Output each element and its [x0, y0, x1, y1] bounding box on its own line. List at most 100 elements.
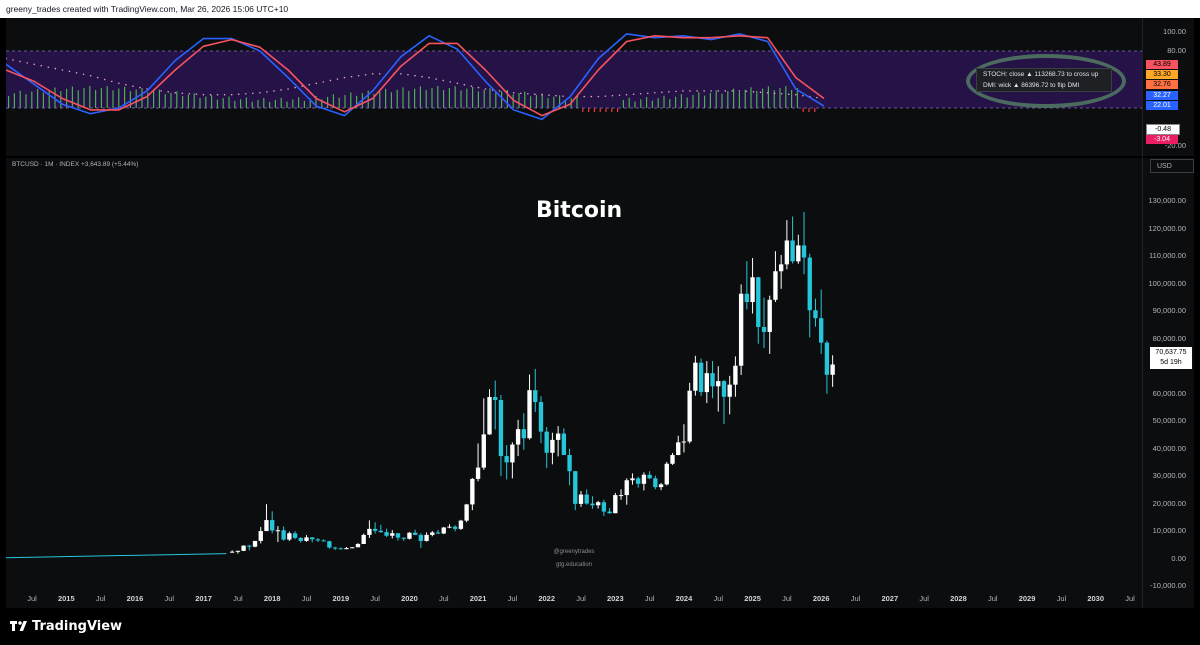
- candle-body: [435, 532, 441, 534]
- histogram-bar: [524, 91, 526, 108]
- histogram-bar: [118, 88, 120, 108]
- histogram-bar: [466, 88, 468, 108]
- candle-body: [704, 373, 709, 393]
- candle-body: [367, 528, 372, 535]
- signal-dot: [40, 64, 43, 67]
- tradingview-brand[interactable]: TradingView: [32, 619, 123, 634]
- histogram-bar: [477, 91, 479, 108]
- histogram-bar: [390, 92, 392, 108]
- time-tick-label: Jul: [95, 594, 106, 603]
- histogram-bar: [240, 99, 242, 108]
- price-tick-label: 10,000.00: [1152, 526, 1186, 536]
- histogram-bar: [588, 108, 590, 112]
- signal-dot: [470, 85, 473, 87]
- signal-dot: [61, 69, 64, 71]
- candle-body: [453, 526, 458, 529]
- price-tick-label: 110,000.00: [1149, 251, 1186, 261]
- signal-dot: [653, 92, 656, 94]
- candle-body: [676, 442, 681, 455]
- candle-body: [533, 390, 538, 402]
- histogram-bar: [95, 90, 97, 108]
- histogram-bar: [663, 95, 665, 108]
- histogram-bar: [257, 99, 259, 108]
- signal-dot: [646, 92, 649, 95]
- histogram-bar: [112, 90, 114, 108]
- signal-dot: [371, 73, 374, 75]
- histogram-bar: [692, 94, 694, 108]
- time-tick-label: 2017: [195, 594, 212, 603]
- histogram-bar: [8, 96, 10, 108]
- histogram-bar: [506, 89, 508, 108]
- histogram-bar: [744, 89, 746, 108]
- signal-dot: [188, 92, 191, 95]
- histogram-bar: [141, 88, 143, 108]
- candle-body: [824, 342, 830, 375]
- candle-body: [475, 467, 481, 479]
- signal-dot: [252, 92, 254, 95]
- candle-body: [327, 541, 332, 548]
- candle-body: [372, 528, 378, 531]
- signal-dot: [12, 59, 14, 61]
- symbol-legend[interactable]: BTCUSD · 1M · INDEX +3,643.89 (+5.44%): [12, 161, 139, 168]
- signal-dot: [132, 85, 134, 87]
- tradingview-logo-icon: [10, 621, 27, 631]
- histogram-bar: [738, 92, 740, 108]
- signal-dot: [759, 91, 762, 94]
- candle-body: [767, 299, 772, 332]
- candle-body: [275, 530, 281, 532]
- histogram-bar: [234, 100, 236, 108]
- histogram-bar: [71, 86, 73, 108]
- histogram-bar: [622, 99, 624, 108]
- signal-dot: [407, 73, 409, 76]
- candle-body: [721, 381, 727, 397]
- candle-body: [567, 454, 572, 472]
- signal-dot: [54, 67, 57, 70]
- histogram-bar: [356, 95, 358, 108]
- histogram-bar: [721, 93, 723, 108]
- currency-button[interactable]: USD: [1150, 159, 1194, 173]
- candle-body: [830, 364, 835, 375]
- signal-dot: [534, 93, 536, 96]
- last-price-value: 70,637.75: [1155, 349, 1187, 356]
- signal-dot: [780, 92, 783, 95]
- histogram-bar: [431, 88, 433, 108]
- bar-countdown: 5d 19h: [1160, 359, 1182, 366]
- signal-dot: [209, 93, 212, 96]
- signal-dot: [266, 91, 268, 93]
- candle-body: [235, 550, 241, 552]
- histogram-bar: [350, 92, 352, 108]
- candle-body: [412, 532, 418, 535]
- histogram-bar: [547, 98, 549, 108]
- signal-dot: [421, 75, 423, 78]
- signal-dot: [541, 93, 543, 96]
- histogram-bar: [593, 108, 595, 112]
- histogram-bar: [205, 96, 207, 108]
- histogram-bar: [292, 99, 294, 108]
- histogram-bar: [344, 95, 346, 108]
- panel-separator[interactable]: [6, 156, 1194, 158]
- time-tick-label: Jul: [850, 594, 861, 603]
- candle-body: [607, 511, 612, 514]
- main-chart-svg[interactable]: [6, 158, 1194, 608]
- annotation-note[interactable]: STOCH: close ▲ 113268.73 to cross up DMI…: [976, 68, 1112, 92]
- signal-dot: [625, 93, 628, 96]
- signal-dot: [202, 93, 205, 96]
- candle-body: [733, 365, 738, 385]
- signal-dot: [33, 63, 36, 66]
- candle-body: [658, 484, 664, 488]
- candle-body: [498, 400, 504, 457]
- watermark-site: gtg.education: [555, 562, 593, 568]
- candle-body: [636, 478, 641, 484]
- histogram-bar: [25, 94, 27, 108]
- signal-dot: [280, 89, 282, 91]
- oscillator-value-tag: 43.89: [1146, 60, 1178, 69]
- signal-dot: [139, 86, 141, 89]
- stoch-line: [6, 33, 825, 121]
- histogram-bar: [385, 88, 387, 108]
- candle-body: [630, 478, 635, 481]
- histogram-bar: [419, 86, 421, 108]
- signal-dot: [414, 74, 416, 77]
- time-tick-label: 2029: [1018, 594, 1036, 603]
- candle-body: [687, 390, 692, 442]
- signal-dot: [738, 90, 741, 92]
